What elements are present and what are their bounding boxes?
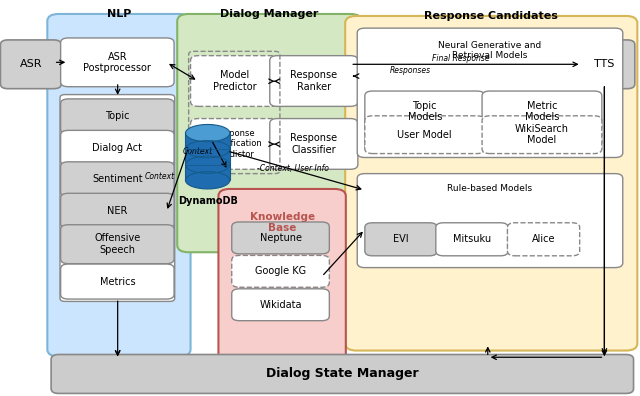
FancyBboxPatch shape <box>482 91 602 132</box>
FancyBboxPatch shape <box>61 225 174 264</box>
Text: Response Candidates: Response Candidates <box>424 11 558 21</box>
Text: Dialog Manager: Dialog Manager <box>220 9 319 19</box>
FancyBboxPatch shape <box>191 56 278 107</box>
FancyBboxPatch shape <box>357 28 623 158</box>
Text: Context: Context <box>183 147 213 156</box>
Text: NER: NER <box>107 206 127 216</box>
FancyBboxPatch shape <box>365 91 484 132</box>
Text: ASR
Postprocessor: ASR Postprocessor <box>83 51 151 73</box>
Text: Response
Classification
Predictor: Response Classification Predictor <box>207 129 262 159</box>
Text: EVI: EVI <box>393 234 409 244</box>
Text: Google KG: Google KG <box>255 267 306 276</box>
Text: Response
Classifier: Response Classifier <box>291 133 337 155</box>
Text: Offensive
Speech: Offensive Speech <box>94 233 140 255</box>
Text: DynamoDB: DynamoDB <box>178 196 237 206</box>
Polygon shape <box>186 133 230 180</box>
FancyBboxPatch shape <box>357 173 623 268</box>
FancyBboxPatch shape <box>47 14 191 356</box>
Text: Metric
Models: Metric Models <box>525 101 559 122</box>
Text: Dialog Act: Dialog Act <box>92 143 142 153</box>
Text: Topic: Topic <box>105 111 130 122</box>
FancyBboxPatch shape <box>51 354 634 394</box>
FancyBboxPatch shape <box>365 223 437 256</box>
Ellipse shape <box>186 171 230 189</box>
Text: WikiSearch
Model: WikiSearch Model <box>515 124 569 145</box>
FancyBboxPatch shape <box>61 99 174 134</box>
FancyBboxPatch shape <box>60 95 175 301</box>
Text: Sentiment: Sentiment <box>92 174 143 184</box>
FancyBboxPatch shape <box>1 40 61 89</box>
FancyBboxPatch shape <box>191 118 278 169</box>
Text: Neural Generative and
Retrieval Models: Neural Generative and Retrieval Models <box>438 41 541 60</box>
FancyBboxPatch shape <box>61 162 174 197</box>
Text: Dialog State Manager: Dialog State Manager <box>266 367 419 381</box>
FancyBboxPatch shape <box>232 255 330 287</box>
FancyBboxPatch shape <box>61 193 174 228</box>
Text: Rule-based Models: Rule-based Models <box>447 184 532 193</box>
FancyBboxPatch shape <box>232 289 330 321</box>
FancyBboxPatch shape <box>61 264 174 299</box>
Text: -Context, User Info: -Context, User Info <box>257 164 329 173</box>
Text: Neptune: Neptune <box>260 233 301 243</box>
FancyBboxPatch shape <box>270 56 358 107</box>
Text: Context: Context <box>145 172 175 181</box>
FancyBboxPatch shape <box>232 222 330 254</box>
Text: Knowledge
Base: Knowledge Base <box>250 212 315 233</box>
FancyBboxPatch shape <box>177 14 362 252</box>
FancyBboxPatch shape <box>574 40 635 89</box>
FancyBboxPatch shape <box>508 223 580 256</box>
Ellipse shape <box>186 124 230 142</box>
Text: NLP: NLP <box>107 9 131 19</box>
FancyBboxPatch shape <box>482 116 602 154</box>
Text: ASR: ASR <box>20 59 42 69</box>
FancyBboxPatch shape <box>61 130 174 166</box>
FancyBboxPatch shape <box>218 189 346 364</box>
Text: User Model: User Model <box>397 130 452 140</box>
FancyBboxPatch shape <box>270 118 358 169</box>
FancyBboxPatch shape <box>345 16 637 350</box>
Text: TTS: TTS <box>594 59 614 69</box>
FancyBboxPatch shape <box>436 223 508 256</box>
FancyBboxPatch shape <box>482 128 602 152</box>
Text: Response
Ranker: Response Ranker <box>291 70 337 92</box>
Text: Final Response: Final Response <box>433 54 490 63</box>
Text: Responses: Responses <box>390 66 431 75</box>
Text: Alice: Alice <box>532 234 556 244</box>
FancyBboxPatch shape <box>61 38 174 87</box>
Text: Mitsuku: Mitsuku <box>453 234 491 244</box>
Text: Wikidata: Wikidata <box>259 300 302 310</box>
FancyBboxPatch shape <box>365 128 484 152</box>
FancyBboxPatch shape <box>365 116 484 154</box>
Text: Topic
Models: Topic Models <box>408 101 442 122</box>
Text: Model
Predictor: Model Predictor <box>212 70 257 92</box>
Text: Metrics: Metrics <box>100 276 135 287</box>
